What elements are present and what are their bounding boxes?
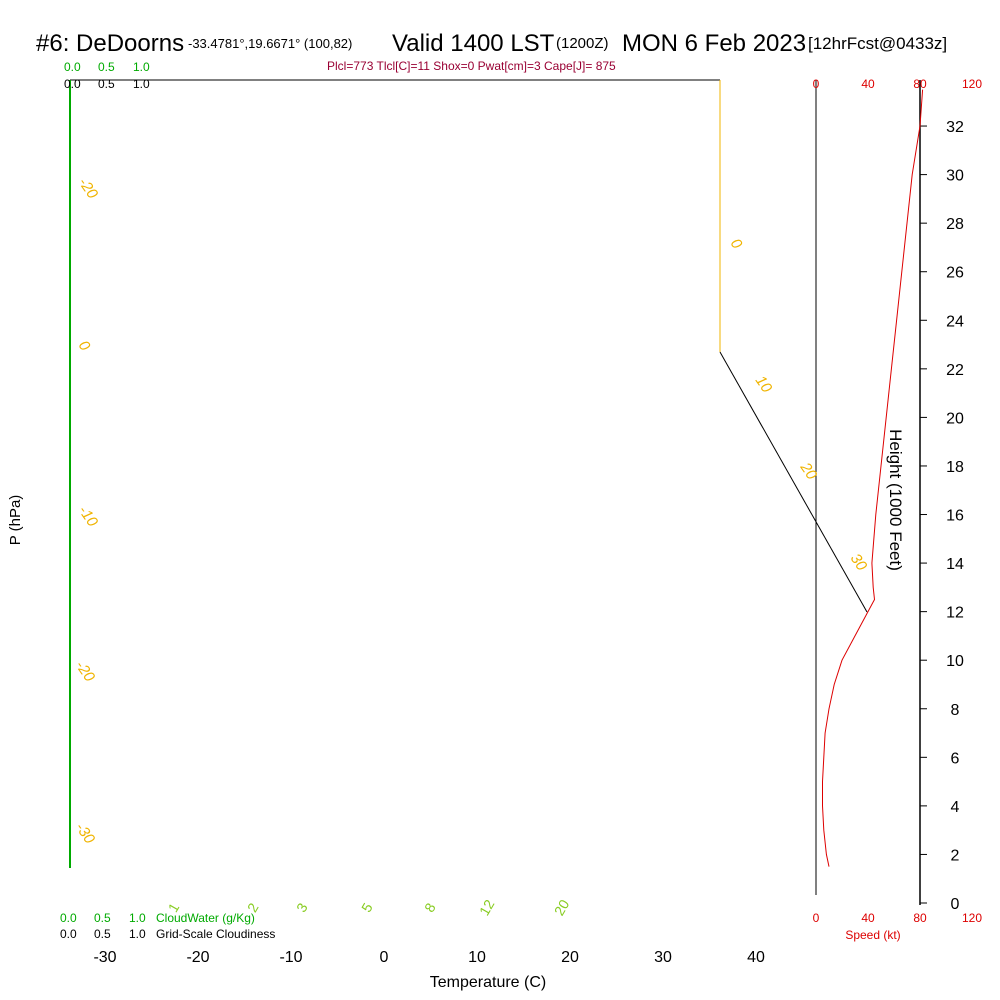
height-tick-label: 12: [946, 605, 964, 622]
isotherm-label: -30: [72, 820, 99, 848]
height-tick-label: 10: [946, 653, 964, 670]
cloudiness-scale-bottom: 0.0: [60, 927, 77, 941]
zulu-time: (1200Z): [556, 35, 609, 52]
isotherm-label: -20: [75, 175, 102, 203]
temperature-tick-label: 30: [654, 949, 672, 966]
isotherm-label: 30: [847, 551, 871, 575]
mixing-ratio-label: 20: [551, 897, 573, 919]
wind-speed-scale-bottom: 80: [913, 911, 927, 925]
wind-speed-scale-bottom: 120: [962, 911, 982, 925]
temperature-tick-label: 0: [380, 949, 389, 966]
cloudiness-legend: Grid-Scale Cloudiness: [156, 927, 275, 941]
mixing-ratio-label: 8: [421, 900, 439, 915]
cloudiness-scale-top: 1.0: [133, 77, 150, 91]
temperature-tick-label: 10: [468, 949, 486, 966]
height-tick-label: 30: [946, 168, 964, 185]
height-tick-label: 24: [946, 313, 964, 330]
cloud-water-scale-top: 0.5: [98, 60, 115, 74]
temperature-tick-label: 20: [561, 949, 579, 966]
wind-speed-scale-top: 0: [813, 77, 820, 91]
cloudiness-scale-bottom: 0.5: [94, 927, 111, 941]
cloudiness-scale-top: 0.5: [98, 77, 115, 91]
height-tick-label: 0: [951, 896, 960, 913]
height-tick-label: 14: [946, 556, 964, 573]
station-coords: -33.4781°,19.6671° (100,82): [188, 36, 353, 51]
mixing-ratio-label: 5: [358, 900, 376, 915]
y-axis-title: P (hPa): [7, 495, 24, 546]
cloud-water-scale-top: 1.0: [133, 60, 150, 74]
isotherm-label: 10: [752, 373, 776, 397]
wind-speed-scale-bottom: 40: [861, 911, 875, 925]
frame-diagonal: [719, 351, 868, 613]
temperature-tick-label: -20: [186, 949, 209, 966]
isotherm-label: 0: [75, 338, 94, 355]
isotherm-label: 20: [796, 459, 820, 484]
cloudiness-scale-bottom: 1.0: [129, 927, 146, 941]
valid-time: Valid 1400 LST: [392, 30, 555, 57]
wind-speed-axis-title: Speed (kt): [845, 928, 900, 942]
height-tick-label: 20: [946, 410, 964, 427]
height-tick-label: 8: [951, 702, 960, 719]
height-tick-label: 2: [951, 847, 960, 864]
chart-labels: 2503004005007008501000P (hPa)-30-20-1001…: [7, 60, 982, 991]
cloud-water-legend: CloudWater (g/Kg): [156, 911, 255, 925]
height-tick-label: 28: [946, 216, 964, 233]
temperature-tick-label: -10: [279, 949, 302, 966]
cloud-water-scale-bottom: 0.5: [94, 911, 111, 925]
parcel-parameters: Plcl=773 Tlcl[C]=11 Shox=0 Pwat[cm]=3 Ca…: [327, 59, 616, 73]
plot-frame: [69, 79, 921, 905]
mixing-ratio-label: 3: [293, 900, 311, 915]
station-title: #6: DeDoorns: [36, 30, 185, 57]
height-tick-label: 32: [946, 119, 964, 136]
temperature-tick-label: -30: [93, 949, 116, 966]
isotherm-label: -20: [72, 658, 99, 686]
wind-speed-scale-bottom: 0: [813, 911, 820, 925]
cloud-water-scale-bottom: 0.0: [60, 911, 77, 925]
isotherm-label: -10: [75, 503, 102, 531]
height-tick-label: 18: [946, 459, 964, 476]
wind-speed-scale-top: 120: [962, 77, 982, 91]
x-axis-title: Temperature (C): [430, 974, 546, 991]
mixing-ratio-label: 12: [476, 897, 498, 919]
forecast-label: [12hrFcst@0433z]: [808, 34, 948, 53]
cloud-water-scale-bottom: 1.0: [129, 911, 146, 925]
height-axis-title: Height (1000 Feet): [886, 429, 905, 571]
wind-speed-scale-top: 80: [913, 77, 927, 91]
wind-speed-profile: [822, 89, 924, 867]
isotherm-label: 0: [727, 236, 746, 253]
wind-speed-scale-top: 40: [861, 77, 875, 91]
height-tick-label: 6: [951, 750, 960, 767]
cloudiness-scale-top: 0.0: [64, 77, 81, 91]
height-tick-label: 26: [946, 265, 964, 282]
height-tick-label: 22: [946, 362, 964, 379]
height-tick-label: 4: [951, 799, 960, 816]
valid-date: MON 6 Feb 2023: [622, 30, 807, 57]
temperature-tick-label: 40: [747, 949, 765, 966]
height-tick-label: 16: [946, 508, 964, 525]
cloud-water-scale-top: 0.0: [64, 60, 81, 74]
